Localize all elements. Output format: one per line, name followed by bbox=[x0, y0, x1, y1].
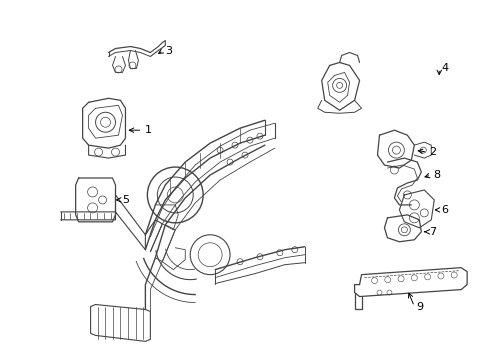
Text: 9: 9 bbox=[416, 302, 423, 311]
Text: 5: 5 bbox=[122, 195, 129, 205]
Text: 4: 4 bbox=[441, 63, 448, 73]
Text: 2: 2 bbox=[429, 147, 437, 157]
Text: 3: 3 bbox=[165, 45, 172, 55]
Text: 8: 8 bbox=[433, 170, 441, 180]
Text: 1: 1 bbox=[145, 125, 151, 135]
Text: 7: 7 bbox=[429, 227, 437, 237]
Text: 6: 6 bbox=[441, 205, 448, 215]
